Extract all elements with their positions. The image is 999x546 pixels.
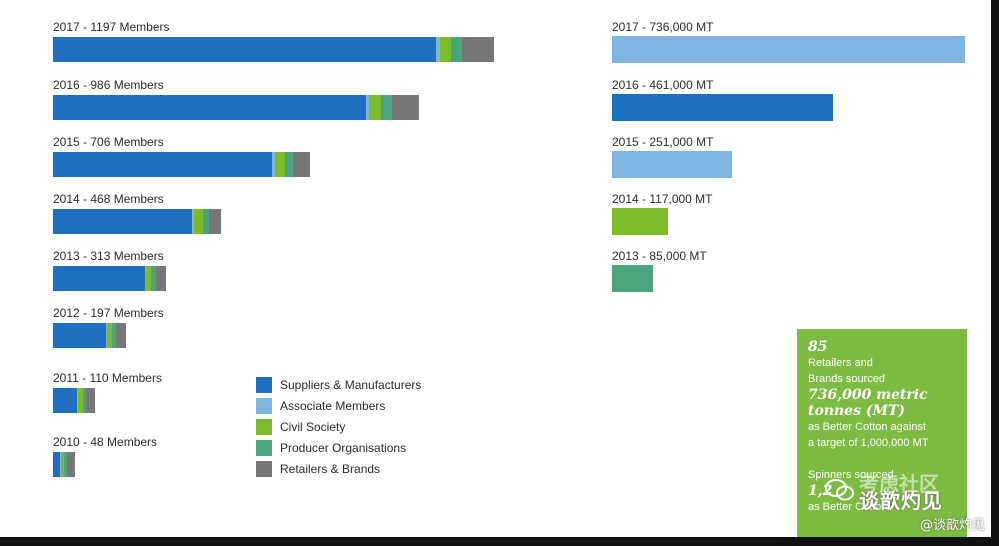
legend-item: Producer Organisations (256, 438, 421, 459)
infobox-line: as Better Cotton (808, 501, 888, 513)
bar-segment (203, 209, 210, 234)
member-year-label: 2011 - 110 Members (53, 371, 162, 385)
legend-label: Civil Society (280, 419, 346, 434)
bar-segment (271, 152, 275, 177)
bar-segment (450, 37, 463, 62)
member-stacked-bar (53, 209, 222, 234)
bar-segment (144, 266, 146, 291)
bar-segment (274, 152, 285, 177)
legend-item: Associate Members (256, 395, 421, 416)
bar-segment (53, 95, 367, 120)
bar-segment (66, 452, 75, 477)
legend-label: Suppliers & Manufacturers (280, 377, 422, 392)
bar-segment (462, 37, 494, 62)
bar-segment (82, 388, 86, 413)
frame-border-right (991, 0, 999, 546)
volume-bar (612, 36, 965, 63)
legend-item: Suppliers & Manufacturers (256, 374, 421, 395)
legend-swatch (256, 440, 272, 457)
bar-segment (53, 152, 272, 177)
infobox-line: Brands sourced (808, 373, 886, 385)
volume-year-label: 2013 - 85,000 MT (612, 249, 707, 263)
volume-year-label: 2017 - 736,000 MT (612, 20, 714, 34)
member-year-label: 2013 - 313 Members (53, 249, 164, 263)
bar-segment (53, 209, 192, 234)
bar-segment (53, 388, 78, 413)
member-stacked-bar (53, 452, 75, 477)
member-year-label: 2016 - 986 Members (53, 78, 164, 92)
infobox-line: Retailers and (808, 357, 873, 369)
bar-segment (155, 266, 167, 291)
volume-bar (612, 265, 653, 292)
bar-segment (151, 266, 156, 291)
legend-item: Retailers & Brands (256, 459, 421, 480)
legend: Suppliers & Manufacturers Associate Memb… (256, 374, 421, 480)
bar-segment (435, 37, 440, 62)
legend-item: Civil Society (256, 416, 421, 437)
volume-year-label: 2015 - 251,000 MT (612, 135, 714, 149)
legend-label: Associate Members (280, 398, 386, 413)
bar-segment (77, 388, 79, 413)
member-stacked-bar (53, 388, 95, 413)
bar-segment (59, 452, 61, 477)
bar-segment (191, 209, 194, 234)
watermark-main: 谈歆灼见 (859, 489, 943, 513)
volume-year-label: 2016 - 461,000 MT (612, 78, 714, 92)
volume-bar (612, 208, 669, 235)
member-year-label: 2015 - 706 Members (53, 135, 164, 149)
member-stacked-bar (53, 37, 494, 62)
bar-segment (381, 95, 392, 120)
bar-segment (366, 95, 370, 120)
legend-swatch (256, 461, 272, 478)
legend-swatch (256, 376, 272, 393)
bar-segment (111, 323, 116, 348)
bar-segment (106, 323, 108, 348)
bar-segment (145, 266, 152, 291)
volume-bar (612, 94, 834, 121)
bar-segment (293, 152, 311, 177)
member-year-label: 2017 - 1197 Members (53, 20, 170, 34)
member-stacked-bar (53, 266, 167, 291)
legend-swatch (256, 418, 272, 435)
volume-bar (612, 151, 733, 178)
infobox: 85 Retailers and Brands sourced 736,000 … (797, 329, 967, 537)
member-year-label: 2010 - 48 Members (53, 435, 158, 449)
infobox-number: 85 (808, 339, 828, 355)
legend-label: Retailers & Brands (280, 462, 381, 477)
bar-segment (53, 266, 145, 291)
bar-segment (53, 37, 436, 62)
bar-segment (369, 95, 382, 120)
bar-segment (53, 323, 107, 348)
bar-segment (284, 152, 294, 177)
legend-label: Producer Organisations (280, 441, 407, 456)
bar-segment (391, 95, 419, 120)
volume-year-label: 2014 - 117,000 MT (612, 192, 713, 206)
member-year-label: 2014 - 468 Members (53, 192, 164, 206)
bar-segment (439, 37, 451, 62)
infobox-highlight: 736,000 metric (808, 387, 928, 403)
watermark-sub: @谈歆灼见 (919, 518, 985, 533)
infobox-line: Spinners sourced (808, 469, 894, 481)
member-year-label: 2012 - 197 Members (53, 306, 164, 320)
member-stacked-bar (53, 95, 419, 120)
member-stacked-bar (53, 152, 311, 177)
watermark: 考虑社区 谈歆灼见 @谈歆灼见 (825, 472, 985, 533)
infobox-line: as Better Cotton against (808, 421, 927, 433)
bar-segment (53, 452, 60, 477)
member-stacked-bar (53, 323, 126, 348)
bar-segment (64, 452, 67, 477)
bar-segment (209, 209, 222, 234)
bar-segment (78, 388, 83, 413)
bar-segment (107, 323, 112, 348)
chat-bubble-icon (825, 479, 854, 501)
bar-segment (115, 323, 126, 348)
bar-segment (85, 388, 95, 413)
bar-segment (60, 452, 65, 477)
bar-segment (193, 209, 204, 234)
infobox-line: a target of 1,000,000 MT (808, 437, 929, 449)
legend-swatch (256, 397, 272, 414)
frame-border-bottom (0, 537, 999, 546)
watermark-faint: 考虑社区 (859, 472, 939, 496)
infobox-highlight: tonnes (MT) (808, 403, 905, 419)
